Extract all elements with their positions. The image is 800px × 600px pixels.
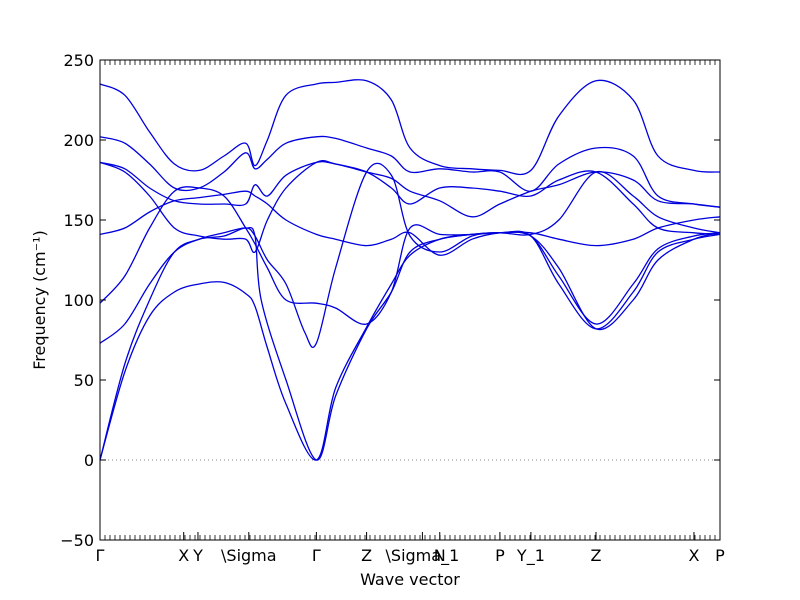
band-line-7: [99, 160, 721, 218]
band-line-6: [99, 160, 721, 254]
y-tick-label: 0: [84, 451, 94, 470]
y-tick-label: 100: [63, 291, 94, 310]
x-tick-label: \Sigma: [221, 546, 277, 565]
x-tick-label: Y_1: [516, 546, 545, 566]
x-tick-label: X: [688, 546, 699, 565]
x-tick-label: Y: [192, 546, 203, 565]
x-tick-label: Γ: [312, 546, 321, 565]
x-axis-label: Wave vector: [360, 570, 460, 589]
band-line-8: [99, 135, 721, 208]
y-tick-label: 150: [63, 211, 94, 230]
x-tick-label: X: [178, 546, 189, 565]
x-tick-label: P: [715, 546, 725, 565]
band-line-3: [99, 162, 721, 348]
x-tick-label: Z: [361, 546, 372, 565]
y-tick-label: −50: [60, 531, 94, 550]
band-line-5: [99, 190, 721, 256]
plot-frame: [99, 59, 721, 541]
band-line-9: [99, 79, 721, 176]
y-tick-label: 250: [63, 51, 94, 70]
x-tick-label: \Sigma_1: [386, 546, 460, 566]
x-tick-label: Z: [591, 546, 602, 565]
band-line-4: [99, 170, 721, 325]
y-tick-label: 50: [74, 371, 94, 390]
y-tick-label: 200: [63, 131, 94, 150]
axis-labels-layer: Wave vector Frequency (cm⁻¹): [30, 230, 460, 589]
band-line-2: [99, 231, 721, 461]
x-tick-label: Γ: [96, 546, 105, 565]
band-line-1: [99, 226, 721, 461]
series-layer: [99, 79, 721, 461]
y-axis-label: Frequency (cm⁻¹): [30, 230, 49, 369]
x-tick-label: N: [434, 546, 446, 565]
x-tick-label: P: [495, 546, 505, 565]
